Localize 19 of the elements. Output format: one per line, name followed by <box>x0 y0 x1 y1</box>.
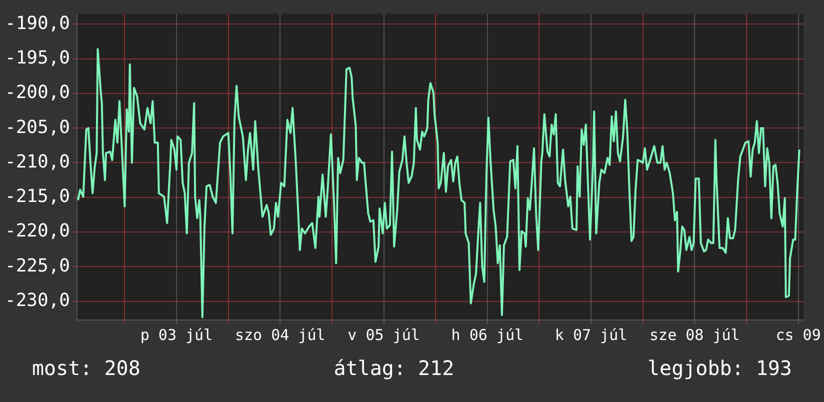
x-tick-label: sze 08 júl <box>650 326 740 344</box>
text: átlag: 212 <box>334 356 454 380</box>
y-tick-label: -225,0 <box>4 255 70 276</box>
y-tick-label: -215,0 <box>4 186 70 208</box>
text: most: 208 <box>32 356 140 380</box>
y-tick-label: -230,0 <box>4 290 70 311</box>
x-tick-label: k 07 júl <box>554 326 628 344</box>
y-tick-label: -190,0 <box>4 12 70 34</box>
y-tick-label: -220,0 <box>4 220 70 242</box>
x-tick-label: v 05 júl <box>348 326 420 344</box>
text: legjobb: 193 <box>647 356 792 380</box>
y-tick-label: -205,0 <box>4 116 70 138</box>
y-tick-label: -200,0 <box>4 82 70 104</box>
x-tick-label: p 03 júl <box>140 326 213 344</box>
y-tick-label: -195,0 <box>4 48 70 68</box>
x-tick-label: h 06 júl <box>451 326 524 344</box>
y-tick-label: -210,0 <box>4 151 70 172</box>
x-tick-label: cs 09 <box>776 326 821 344</box>
x-tick-label: szo 04 júl <box>234 326 326 344</box>
